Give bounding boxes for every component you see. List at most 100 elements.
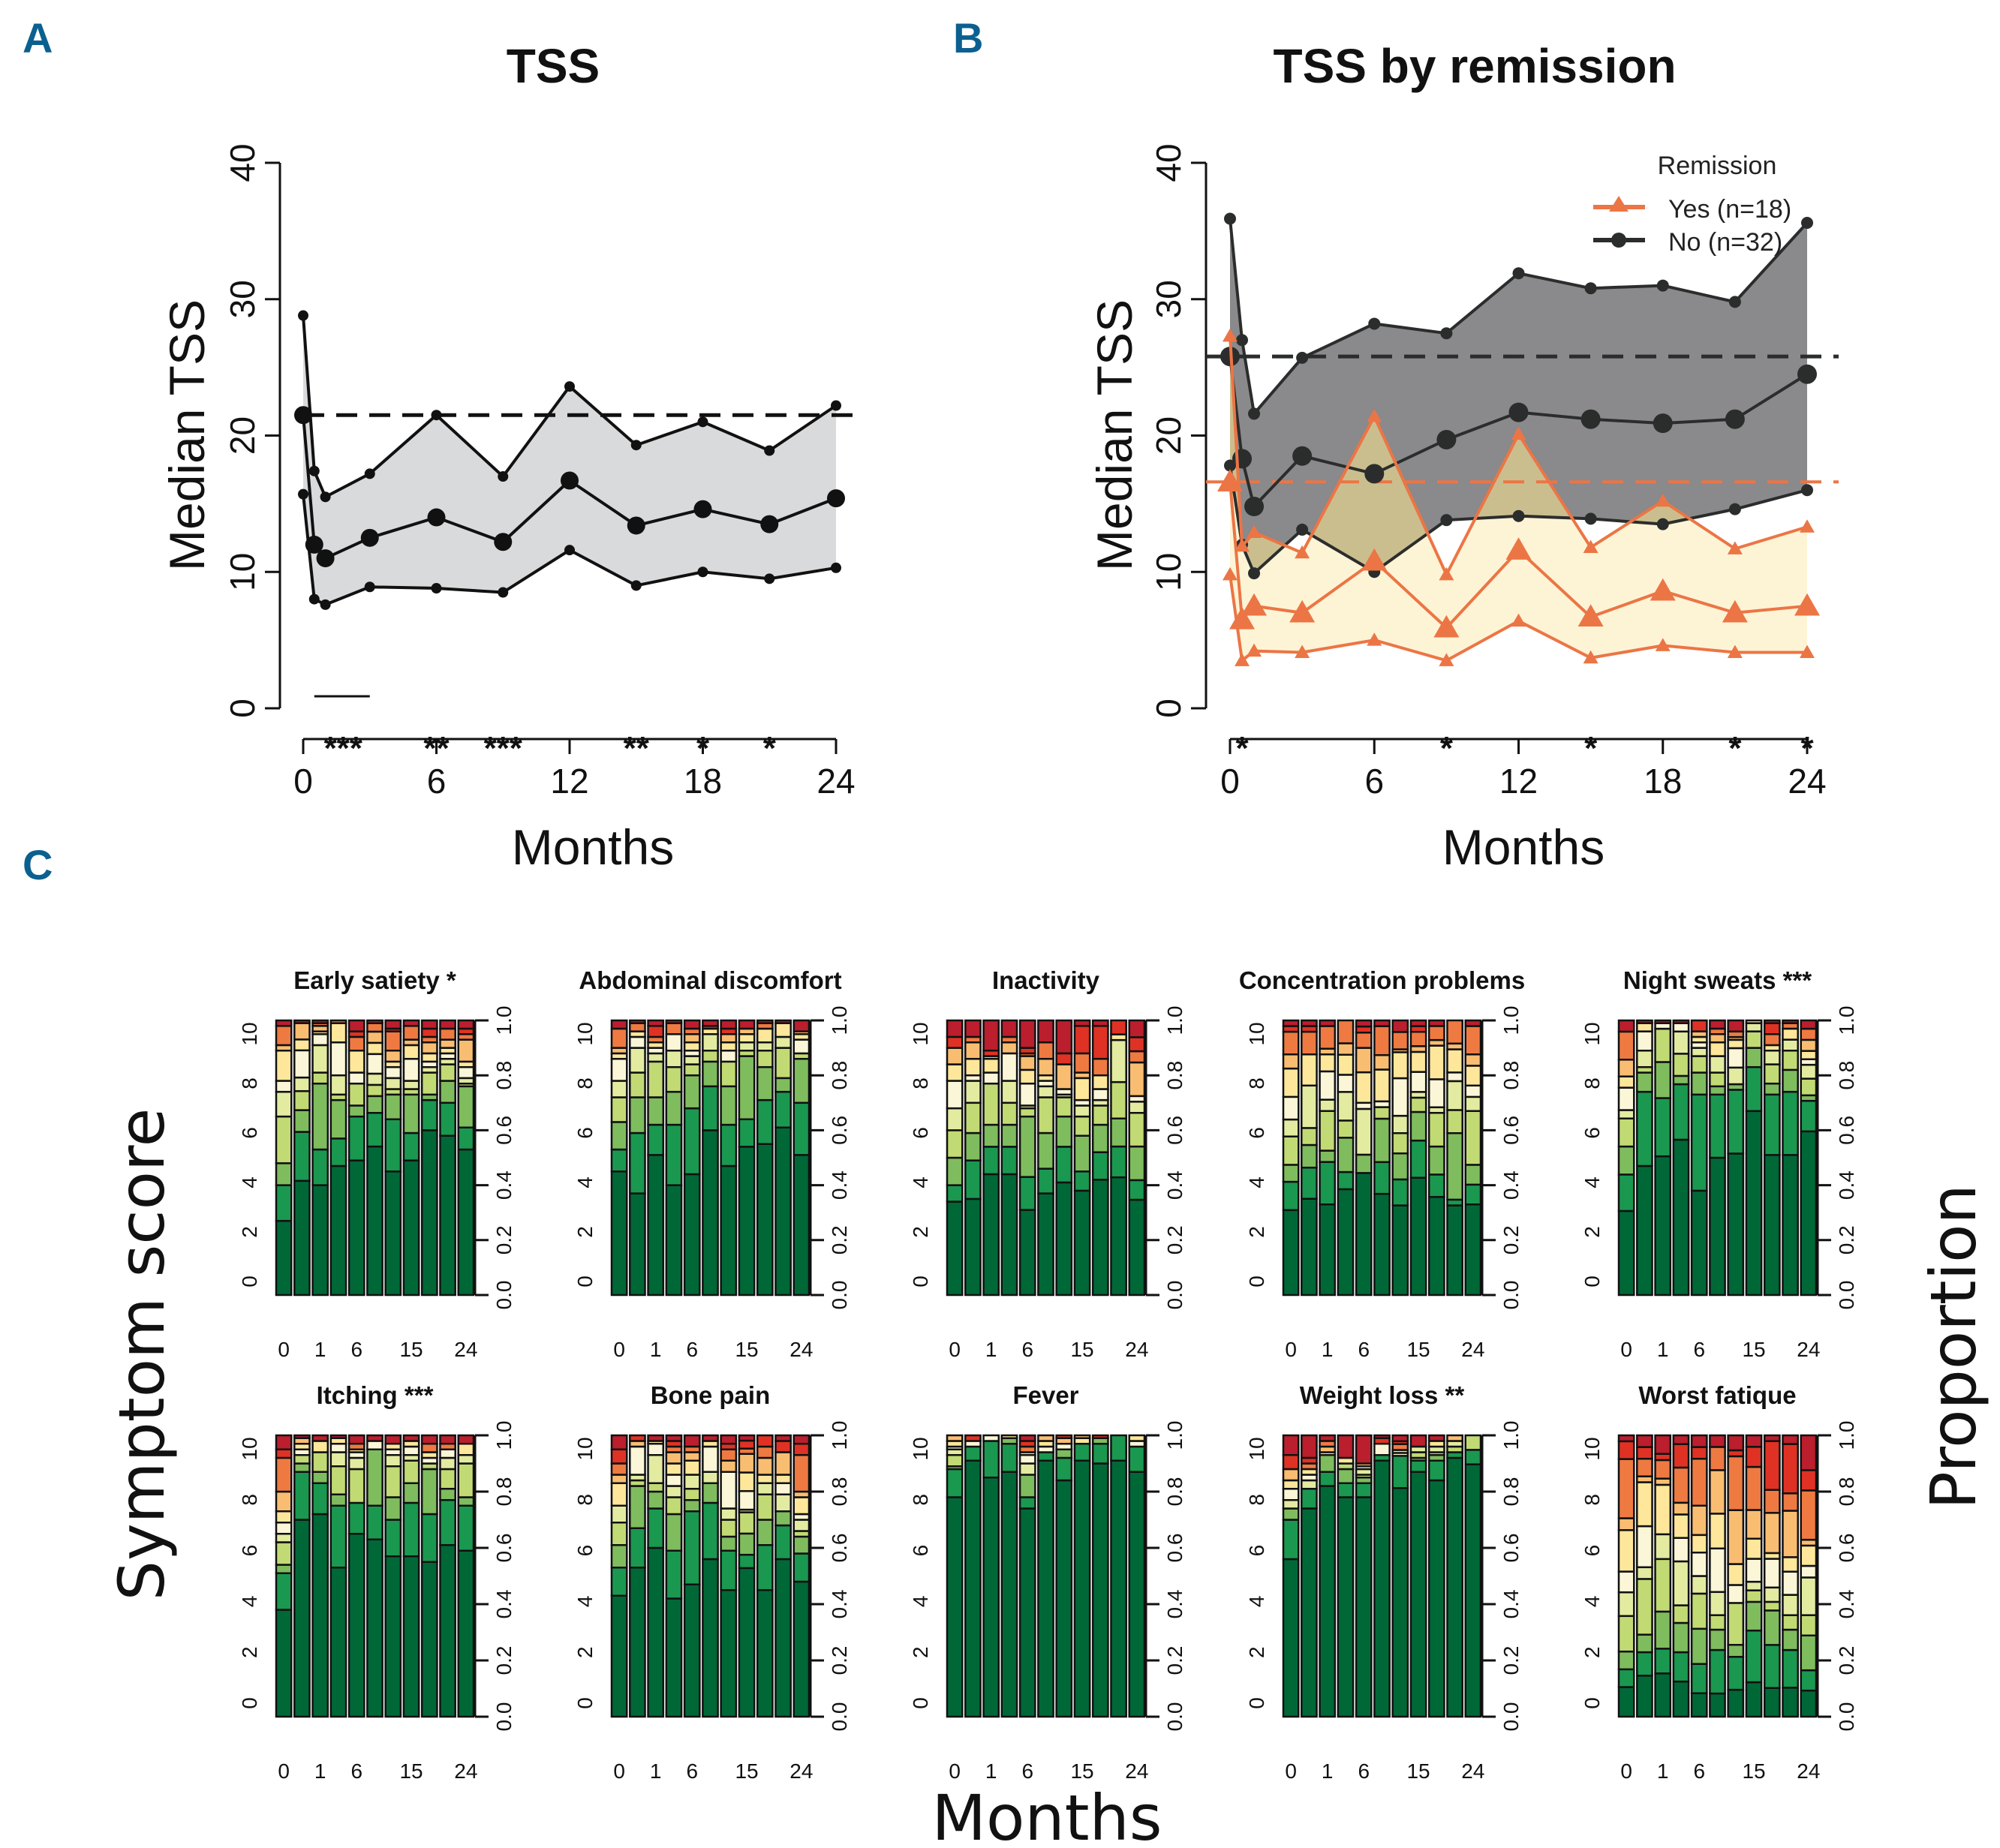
bar-segment-score-2 bbox=[1073, 1134, 1091, 1173]
proportion-tick-label: 0.2 bbox=[828, 1225, 851, 1255]
no-median-point bbox=[1508, 402, 1529, 422]
bar-segment-score-6 bbox=[1373, 1068, 1391, 1103]
bar-segment-score-3 bbox=[347, 1468, 365, 1504]
bar-segment-score-2 bbox=[1110, 1117, 1127, 1148]
bar-segment-score-2 bbox=[439, 1488, 456, 1501]
proportion-tick-label: 0.4 bbox=[1499, 1170, 1523, 1200]
proportion-tick-label: 1.0 bbox=[828, 1006, 851, 1035]
score-tick-label: 4 bbox=[573, 1176, 597, 1188]
bar-segment-score-10 bbox=[311, 1019, 329, 1024]
bar-segment-score-3 bbox=[293, 1454, 311, 1465]
bar-segment-score-8 bbox=[792, 1454, 811, 1493]
bar-segment-score-1 bbox=[384, 1519, 402, 1558]
bar-segment-score-0 bbox=[1409, 1176, 1427, 1297]
significance-label: ** bbox=[624, 730, 650, 767]
month-tick-label: 6 bbox=[1021, 1338, 1033, 1361]
bar-segment-score-10 bbox=[402, 1434, 420, 1442]
lower-quartile-point bbox=[630, 580, 642, 591]
no-median-point bbox=[1653, 413, 1673, 434]
bar-segment-score-3 bbox=[629, 1071, 646, 1098]
bar-segment-score-0 bbox=[720, 1164, 738, 1297]
bar-segment-score-6 bbox=[420, 1052, 438, 1063]
lower-quartile-point bbox=[320, 599, 331, 610]
proportion-tick-label: 1.0 bbox=[1163, 1006, 1186, 1035]
bar-segment-score-1 bbox=[774, 1524, 792, 1561]
month-tick-label: 24 bbox=[789, 1338, 813, 1361]
bar-segment-score-1 bbox=[756, 1544, 774, 1591]
bar-segment-score-9 bbox=[1745, 1446, 1763, 1468]
bar-segment-score-6 bbox=[756, 1474, 774, 1484]
month-tick-label: 6 bbox=[1358, 1759, 1370, 1783]
no-lower-point bbox=[1728, 503, 1741, 515]
bar-segment-score-10 bbox=[1709, 1019, 1726, 1030]
bar-segment-score-8 bbox=[1301, 1030, 1318, 1056]
bar-segment-score-4 bbox=[275, 1090, 293, 1118]
bar-segment-score-6 bbox=[683, 1041, 701, 1052]
bar-segment-score-1 bbox=[720, 1123, 738, 1167]
bar-segment-score-0 bbox=[1110, 1176, 1127, 1297]
bar-segment-score-0 bbox=[1373, 1192, 1391, 1297]
bar-segment-score-1 bbox=[1745, 1629, 1763, 1684]
bar-segment-score-1 bbox=[610, 1148, 628, 1173]
bar-segment-score-6 bbox=[665, 1462, 683, 1476]
bar-segment-score-4 bbox=[1301, 1084, 1318, 1129]
bar-segment-score-7 bbox=[1446, 1434, 1463, 1442]
bar-segment-score-9 bbox=[275, 1448, 293, 1459]
bar-segment-score-1 bbox=[702, 1501, 719, 1561]
bar-segment-score-4 bbox=[1000, 1080, 1018, 1104]
bar-segment-score-5 bbox=[610, 1057, 628, 1082]
y-tick-label: 20 bbox=[1149, 416, 1188, 455]
bar-segment-score-2 bbox=[1446, 1132, 1463, 1201]
bar-segment-score-8 bbox=[1091, 1057, 1109, 1077]
bar-segment-score-7 bbox=[1617, 1517, 1635, 1531]
bar-segment-score-4 bbox=[457, 1454, 475, 1465]
bar-segment-score-10 bbox=[946, 1019, 964, 1038]
bar-segment-score-2 bbox=[1617, 1145, 1635, 1176]
bar-segment-score-3 bbox=[738, 1511, 756, 1535]
bar-segment-score-1 bbox=[402, 1501, 420, 1558]
month-tick-label: 1 bbox=[1322, 1338, 1334, 1361]
proportion-tick-label: 1.0 bbox=[1499, 1006, 1523, 1035]
month-tick-label: 24 bbox=[789, 1759, 813, 1783]
significance-label: ** bbox=[423, 730, 450, 767]
bar-segment-score-2 bbox=[1800, 1634, 1818, 1672]
bar-segment-score-5 bbox=[1672, 1022, 1690, 1033]
yes-upper-point bbox=[1223, 328, 1238, 342]
significance-label: * bbox=[1235, 730, 1249, 767]
lower-quartile-point bbox=[697, 566, 708, 578]
bar-segment-score-0 bbox=[275, 1219, 293, 1297]
bar-segment-score-1 bbox=[1672, 1651, 1690, 1683]
symptom-title: Early satiety * bbox=[293, 966, 456, 994]
bar-segment-score-3 bbox=[1110, 1080, 1127, 1119]
bar-segment-score-2 bbox=[1427, 1145, 1445, 1176]
bar-segment-score-1 bbox=[647, 1123, 665, 1156]
score-tick-label: 4 bbox=[1580, 1596, 1604, 1608]
bar-segment-score-10 bbox=[665, 1434, 683, 1442]
panel-c-ylabel-left: Symptom score bbox=[105, 1108, 179, 1601]
yes-lower-point bbox=[1247, 643, 1262, 657]
bar-segment-score-9 bbox=[647, 1025, 665, 1038]
bar-segment-score-0 bbox=[702, 1129, 719, 1297]
bar-segment-score-5 bbox=[738, 1490, 756, 1511]
bar-segment-score-2 bbox=[1018, 1115, 1036, 1178]
bar-segment-score-1 bbox=[1464, 1449, 1482, 1465]
bar-segment-score-0 bbox=[946, 1496, 964, 1718]
bar-segment-score-1 bbox=[647, 1507, 665, 1549]
bar-segment-score-5 bbox=[1727, 1047, 1745, 1069]
bar-segment-score-1 bbox=[311, 1482, 329, 1516]
proportion-tick-label: 0.4 bbox=[1835, 1590, 1858, 1619]
bar-segment-score-5 bbox=[329, 1443, 347, 1453]
bar-segment-score-1 bbox=[702, 1085, 719, 1131]
score-tick-label: 6 bbox=[909, 1545, 932, 1557]
proportion-tick-label: 0.6 bbox=[828, 1534, 851, 1563]
proportion-tick-label: 0.0 bbox=[828, 1281, 851, 1310]
bar-segment-score-8 bbox=[610, 1027, 628, 1049]
no-lower-point bbox=[1512, 509, 1525, 522]
symptom-panel: Concentration problems02468100.00.20.40.… bbox=[1239, 966, 1525, 1361]
bar-segment-score-4 bbox=[1301, 1479, 1318, 1490]
bar-segment-score-7 bbox=[1709, 1033, 1726, 1044]
bar-segment-score-3 bbox=[1319, 1110, 1337, 1152]
bar-segment-score-2 bbox=[457, 1085, 475, 1128]
bar-segment-score-0 bbox=[1073, 1459, 1091, 1718]
